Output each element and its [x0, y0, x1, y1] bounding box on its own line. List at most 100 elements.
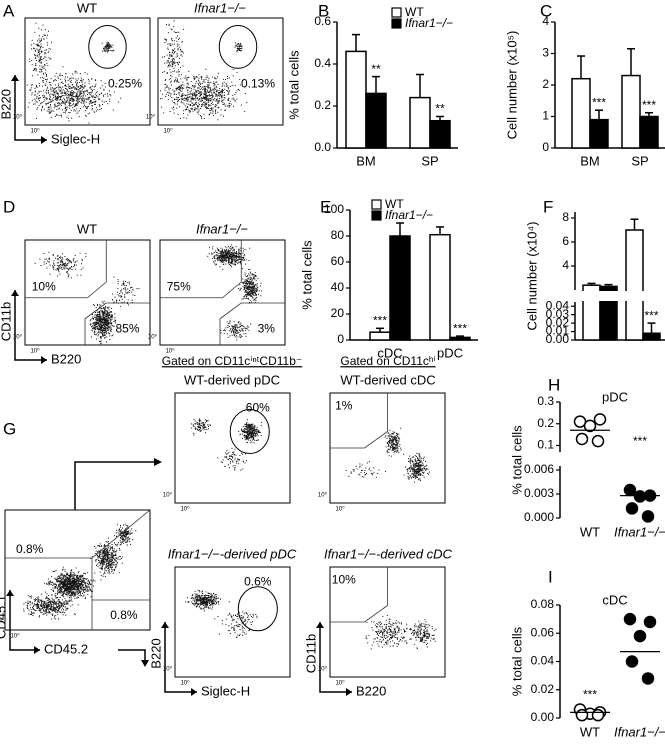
cell-dot	[47, 103, 48, 104]
cell-dot	[172, 61, 173, 62]
cell-dot	[50, 94, 51, 95]
cell-dot	[62, 265, 63, 266]
cell-dot	[35, 50, 36, 51]
cell-dot	[86, 579, 87, 580]
cell-dot	[51, 101, 52, 102]
cell-dot	[110, 547, 111, 548]
cell-dot	[79, 82, 80, 83]
cell-dot	[185, 95, 186, 96]
cell-dot	[39, 100, 40, 101]
cell-dot	[71, 118, 72, 119]
cell-dot	[83, 94, 84, 95]
cell-dot	[218, 256, 219, 257]
cell-dot	[237, 337, 238, 338]
cell-dot	[174, 59, 175, 60]
cell-dot	[48, 259, 49, 260]
cell-dot	[245, 249, 246, 250]
cell-dot	[191, 97, 192, 98]
cell-dot	[193, 99, 194, 100]
cell-dot	[248, 260, 249, 261]
cell-dot	[45, 53, 46, 54]
cell-dot	[106, 48, 107, 49]
cell-dot	[81, 103, 82, 104]
cell-dot	[77, 261, 78, 262]
cell-dot	[68, 94, 69, 95]
cell-dot	[239, 334, 240, 335]
cell-dot	[48, 579, 49, 580]
cell-dot	[35, 63, 36, 64]
cell-dot	[173, 102, 174, 103]
cell-dot	[57, 98, 58, 99]
cell-dot	[108, 51, 109, 52]
cell-dot	[221, 109, 222, 110]
cell-dot	[109, 572, 110, 573]
data-point	[625, 614, 636, 625]
cell-dot	[35, 23, 36, 24]
cell-dot	[245, 93, 246, 94]
cell-dot	[76, 576, 77, 577]
cell-dot	[110, 549, 111, 550]
cell-dot	[80, 98, 81, 99]
y-axis-label: Cell number (x10⁵)	[504, 31, 519, 140]
cell-dot	[64, 575, 65, 576]
cell-dot	[216, 94, 217, 95]
cell-dot	[106, 336, 107, 337]
cell-dot	[228, 260, 229, 261]
cell-dot	[54, 88, 55, 89]
cell-dot	[76, 84, 77, 85]
cell-dot	[68, 260, 69, 261]
cell-dot	[90, 94, 91, 95]
cell-dot	[52, 100, 53, 101]
cell-dot	[109, 99, 110, 100]
y-tick-label: 6	[562, 234, 569, 248]
cell-dot	[205, 93, 206, 94]
cell-dot	[49, 109, 50, 110]
cell-dot	[105, 50, 106, 51]
cell-dot	[78, 597, 79, 598]
cell-dot	[176, 88, 177, 89]
cell-dot	[245, 274, 246, 275]
cell-dot	[197, 108, 198, 109]
cell-dot	[206, 75, 207, 76]
cell-dot	[59, 100, 60, 101]
cell-dot	[215, 113, 216, 114]
cell-dot	[187, 92, 188, 93]
y-axis-label: % total cells	[509, 425, 524, 495]
cell-dot	[61, 99, 62, 100]
cell-dot	[106, 327, 107, 328]
cell-dot	[219, 94, 220, 95]
cell-dot	[37, 109, 38, 110]
cell-dot	[238, 259, 239, 260]
cell-dot	[249, 275, 250, 276]
cell-dot	[92, 323, 93, 324]
cell-dot	[167, 72, 168, 73]
cell-dot	[241, 105, 242, 106]
cell-dot	[119, 293, 120, 294]
cell-dot	[89, 103, 90, 104]
cell-dot	[247, 288, 248, 289]
cell-dot	[71, 598, 72, 599]
cell-dot	[61, 105, 62, 106]
cell-dot	[80, 92, 81, 93]
gate-percent: 0.25%	[108, 77, 142, 91]
cell-dot	[71, 77, 72, 78]
panel-letter: F	[543, 197, 553, 216]
cell-dot	[214, 77, 215, 78]
cell-dot	[251, 280, 252, 281]
cell-dot	[66, 594, 67, 595]
cell-dot	[172, 90, 173, 91]
cell-dot	[221, 254, 222, 255]
legend-swatch	[392, 19, 401, 28]
cell-dot	[40, 60, 41, 61]
cell-dot	[101, 328, 102, 329]
cell-dot	[50, 581, 51, 582]
cell-dot	[195, 83, 196, 84]
cell-dot	[78, 587, 79, 588]
cell-dot	[52, 595, 53, 596]
cell-dot	[101, 338, 102, 339]
cell-dot	[58, 96, 59, 97]
cell-dot	[235, 261, 236, 262]
cell-dot	[233, 331, 234, 332]
cell-dot	[43, 253, 44, 254]
cell-dot	[92, 108, 93, 109]
